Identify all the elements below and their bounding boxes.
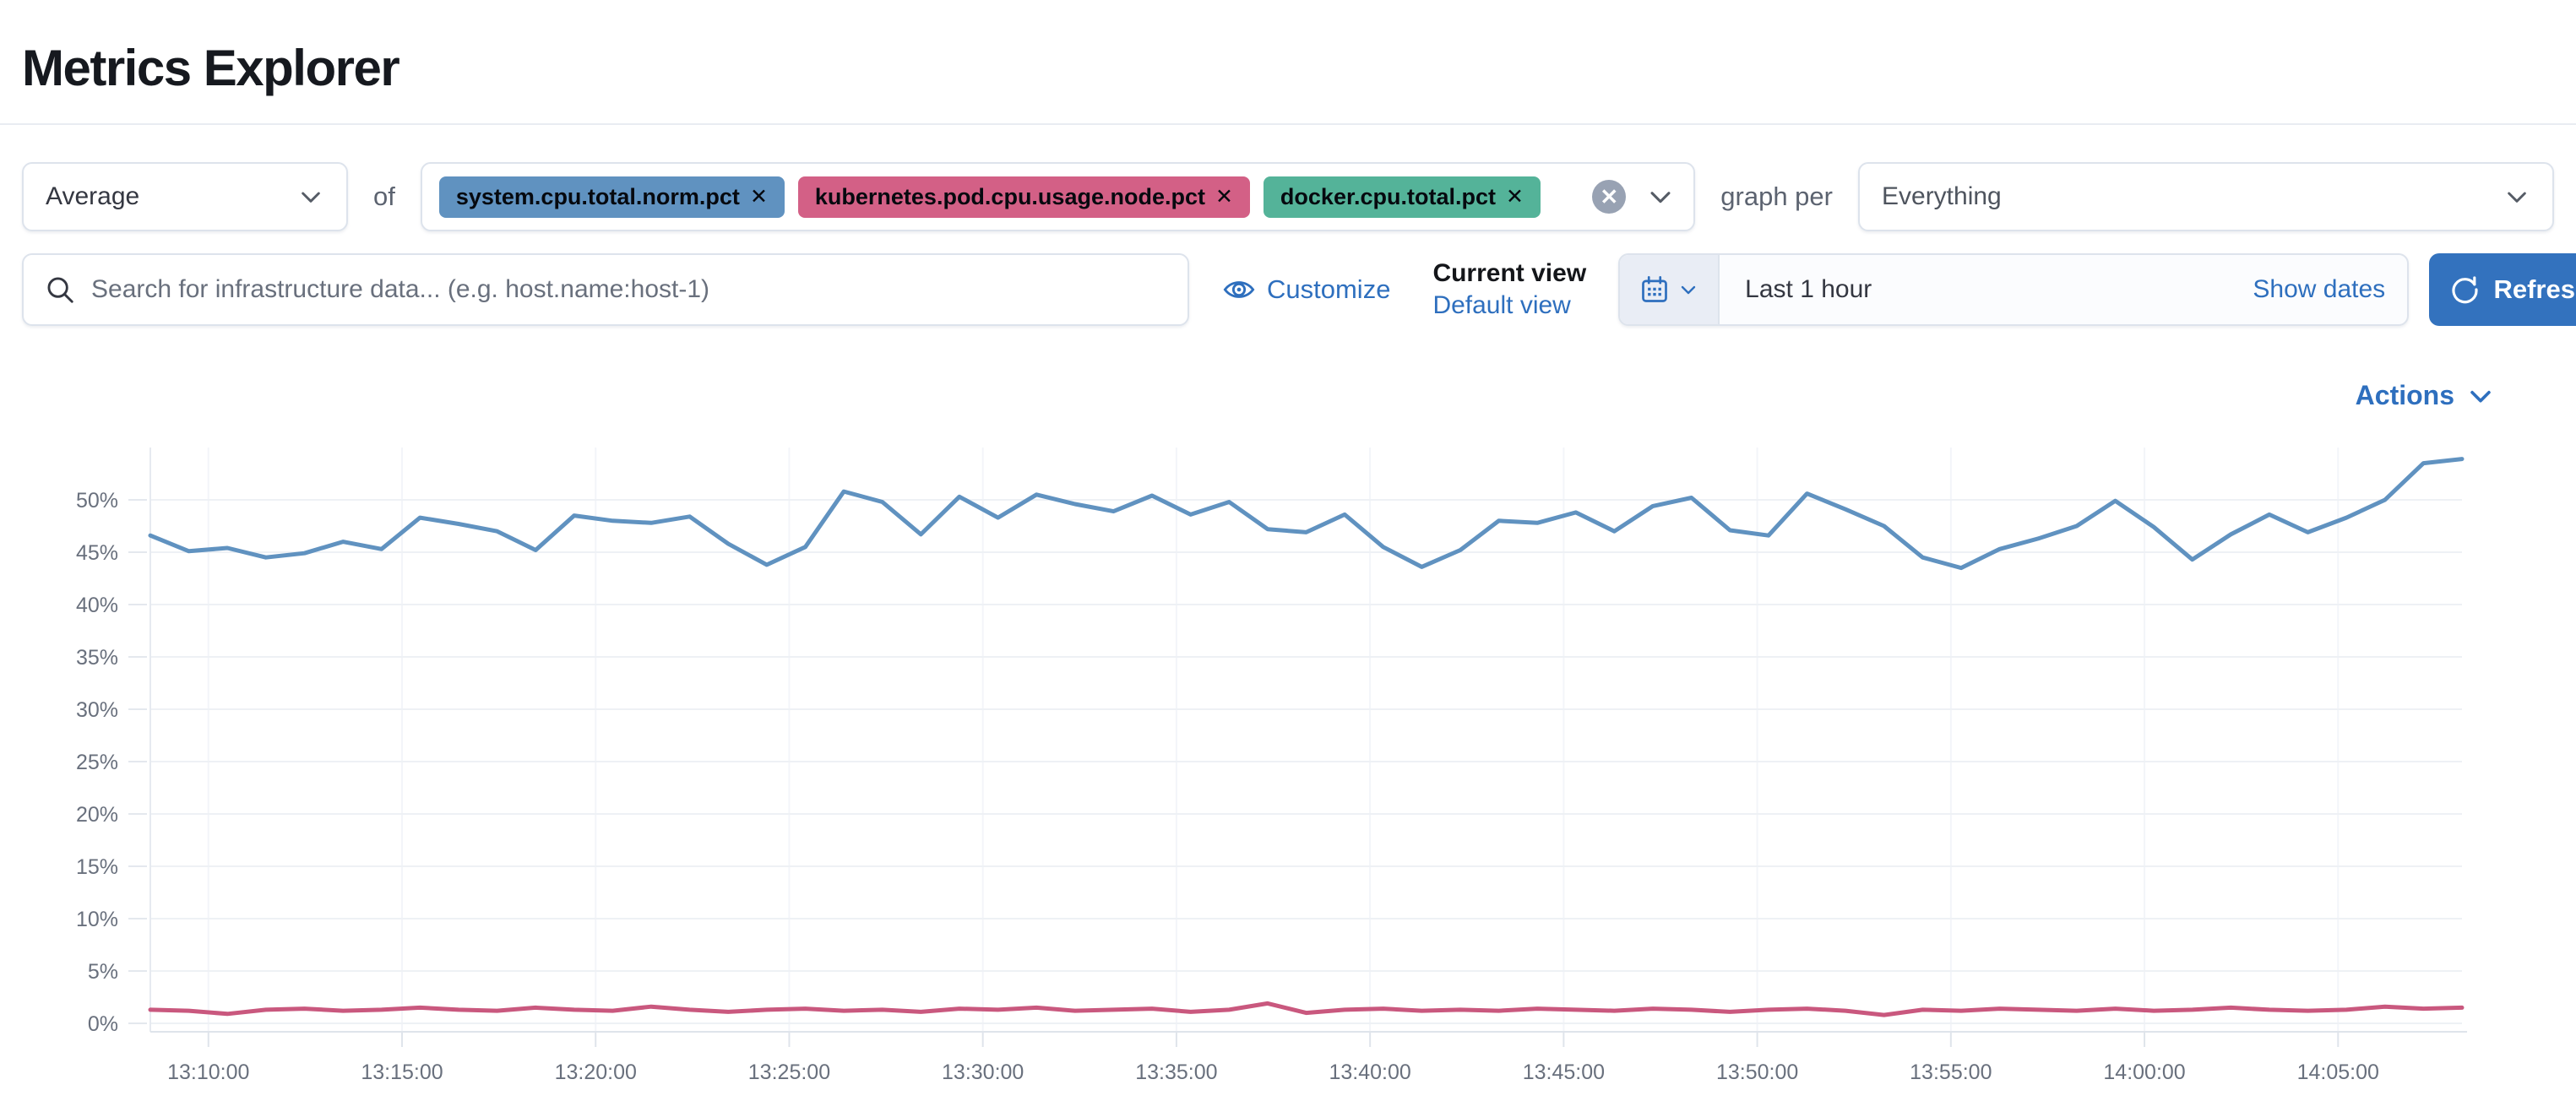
remove-metric-icon[interactable]: ✕ <box>1215 185 1233 209</box>
actions-label: Actions <box>2355 380 2454 410</box>
quick-select-button[interactable] <box>1620 255 1720 324</box>
x-axis-tick-label: 13:25:00 <box>748 1060 830 1084</box>
chevron-down-icon <box>1681 285 1696 295</box>
remove-metric-icon[interactable]: ✕ <box>1505 185 1524 209</box>
y-axis-tick-label: 40% <box>76 594 118 617</box>
calendar-icon <box>1642 276 1668 302</box>
refresh-icon <box>2452 276 2478 304</box>
chevron-down-icon <box>302 192 320 203</box>
chevron-down-icon[interactable] <box>1646 182 1675 211</box>
metric-pill-label: kubernetes.pod.cpu.usage.node.pct <box>814 183 1205 209</box>
date-range-value[interactable]: Last 1 hour <box>1745 275 1872 303</box>
x-axis-tick-label: 13:45:00 <box>1523 1060 1605 1084</box>
y-axis-tick-label: 30% <box>76 698 118 722</box>
metrics-combobox[interactable]: system.cpu.total.norm.pct ✕ kubernetes.p… <box>420 162 1696 231</box>
y-axis-tick-label: 50% <box>76 489 118 513</box>
x-axis-tick-label: 13:40:00 <box>1329 1060 1410 1084</box>
chart-series-pink-line <box>148 1001 2465 1017</box>
actions-menu-button[interactable]: Actions <box>2356 380 2495 411</box>
chevron-down-icon <box>2508 192 2526 203</box>
page-title: Metrics Explorer <box>22 40 400 97</box>
clear-all-metrics-icon[interactable]: ✕ <box>1592 180 1627 214</box>
y-axis-tick-label: 10% <box>76 908 118 931</box>
y-axis-tick-label: 5% <box>88 960 118 984</box>
date-picker: Last 1 hour Show dates <box>1618 253 2410 326</box>
show-dates-button[interactable]: Show dates <box>2253 275 2386 303</box>
y-axis-tick-label: 15% <box>76 855 118 879</box>
search-row: Customize Current view Default view Last… <box>22 253 2576 326</box>
default-view-link[interactable]: Default view <box>1432 291 1571 319</box>
chart-series-blue-line <box>148 457 2465 571</box>
graph-per-label: graph per <box>1720 182 1833 211</box>
metric-pill-label: docker.cpu.total.pct <box>1280 183 1496 209</box>
refresh-label: Refresh <box>2493 274 2576 304</box>
of-label: of <box>373 182 395 211</box>
search-icon <box>47 277 73 303</box>
current-view-label: Current view <box>1432 259 1587 287</box>
search-box[interactable] <box>22 253 1189 326</box>
x-axis-tick-label: 13:55:00 <box>1910 1060 1992 1084</box>
y-axis-tick-label: 25% <box>76 751 118 774</box>
group-by-select[interactable]: Everything <box>1858 162 2554 231</box>
search-input[interactable] <box>90 274 1167 305</box>
aggregation-select[interactable]: Average <box>22 162 348 231</box>
x-axis-tick-label: 13:35:00 <box>1135 1060 1217 1084</box>
y-axis-tick-label: 0% <box>88 1012 118 1036</box>
group-by-value: Everything <box>1882 182 2002 210</box>
customize-button[interactable]: Customize <box>1223 274 1390 306</box>
metric-pill[interactable]: system.cpu.total.norm.pct ✕ <box>438 176 785 218</box>
x-axis-tick-label: 13:50:00 <box>1716 1060 1798 1084</box>
cpu-usage-line-chart[interactable]: 13:10:00 13:15:00 13:20:00 13:25:00 13:30:00… <box>0 439 2576 1108</box>
y-axis-tick-label: 20% <box>76 803 118 827</box>
x-axis-tick-label: 14:00:00 <box>2103 1060 2185 1084</box>
eye-icon <box>1223 281 1255 298</box>
metrics-chart[interactable]: 13:10:00 13:15:00 13:20:00 13:25:00 13:30:00… <box>0 439 2576 1108</box>
y-axis-tick-label: 45% <box>76 541 118 565</box>
header-divider <box>0 123 2576 125</box>
customize-label: Customize <box>1267 274 1391 304</box>
x-axis-tick-label: 13:30:00 <box>942 1060 1024 1084</box>
y-axis-tick-label: 35% <box>76 646 118 670</box>
remove-metric-icon[interactable]: ✕ <box>749 185 768 209</box>
aggregation-value: Average <box>46 182 140 210</box>
x-axis-tick-label: 13:15:00 <box>361 1060 443 1084</box>
x-axis-tick-label: 13:10:00 <box>167 1060 249 1084</box>
x-axis-tick-label: 14:05:00 <box>2297 1060 2379 1084</box>
metric-pill-label: system.cpu.total.norm.pct <box>455 183 740 209</box>
metric-pill[interactable]: kubernetes.pod.cpu.usage.node.pct ✕ <box>797 176 1250 218</box>
x-axis-tick-label: 13:20:00 <box>555 1060 637 1084</box>
metric-pill[interactable]: docker.cpu.total.pct ✕ <box>1263 176 1541 218</box>
metric-controls-row: Average of system.cpu.total.norm.pct ✕ k… <box>22 162 2554 231</box>
chevron-down-icon <box>2470 390 2491 403</box>
view-switcher: Current view Default view <box>1432 261 1586 318</box>
refresh-button[interactable]: Refresh <box>2429 253 2576 326</box>
